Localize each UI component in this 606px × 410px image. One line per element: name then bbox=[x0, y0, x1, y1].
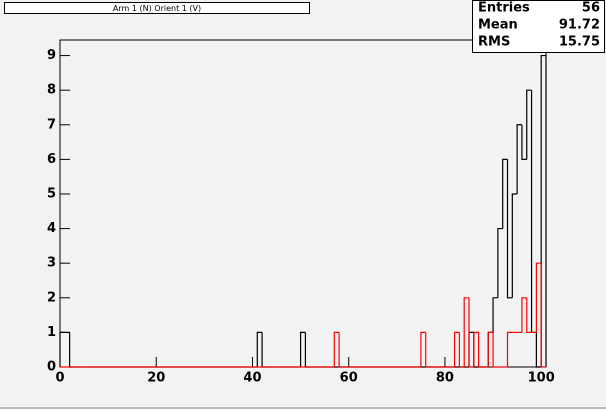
x-tick-label: 60 bbox=[340, 371, 358, 386]
histogram-bin bbox=[299, 331, 306, 367]
histogram-bin bbox=[425, 332, 431, 368]
y-tick-label: 5 bbox=[47, 186, 56, 201]
stat-value: 15.75 bbox=[559, 35, 600, 50]
x-tick-label: 20 bbox=[147, 371, 165, 386]
histogram-bin bbox=[511, 193, 518, 298]
histogram-bin bbox=[502, 158, 508, 229]
x-tick-label: 100 bbox=[528, 371, 555, 386]
stat-value: 91.72 bbox=[559, 18, 600, 33]
y-tick-label: 4 bbox=[47, 221, 56, 236]
histogram-bin bbox=[526, 89, 532, 160]
histogram-bin bbox=[526, 297, 532, 333]
y-tick-label: 1 bbox=[47, 325, 56, 340]
histogram-bin bbox=[540, 54, 547, 367]
histogram-bin bbox=[506, 331, 513, 367]
y-tick-label: 3 bbox=[47, 256, 56, 271]
y-tick-label: 6 bbox=[47, 152, 56, 167]
y-tick-label: 7 bbox=[47, 117, 56, 132]
histogram-bin bbox=[492, 297, 498, 333]
histogram-bin bbox=[487, 331, 494, 367]
histogram-bin bbox=[458, 332, 465, 368]
y-tick-label: 9 bbox=[47, 48, 56, 63]
histogram-bin bbox=[535, 332, 542, 368]
histogram-bin bbox=[478, 332, 484, 368]
frame bbox=[59, 39, 547, 368]
stat-label: Mean bbox=[478, 18, 518, 33]
histogram-bin bbox=[535, 262, 542, 333]
histogram-bin bbox=[59, 331, 65, 367]
histogram-bin bbox=[420, 331, 426, 367]
y-tick-label: 2 bbox=[47, 290, 56, 305]
stat-label: RMS bbox=[478, 35, 510, 50]
x-tick-label: 0 bbox=[55, 371, 64, 386]
histogram-bin bbox=[521, 124, 527, 160]
histogram-bin bbox=[256, 331, 263, 367]
stat-label: Entries bbox=[478, 1, 530, 16]
histogram-bin bbox=[333, 331, 340, 367]
title-box bbox=[4, 2, 310, 14]
histogram-bin bbox=[463, 297, 470, 367]
histogram-bin bbox=[540, 263, 546, 368]
histogram-bin bbox=[453, 331, 460, 367]
histogram-bin bbox=[497, 227, 503, 298]
stat-value: 56 bbox=[582, 1, 600, 16]
histogram-bin bbox=[473, 331, 479, 367]
histogram-bin bbox=[492, 332, 498, 368]
chart-title: Arm 1 (N) Orient 1 (V) bbox=[113, 4, 201, 13]
histogram-bin bbox=[468, 297, 474, 368]
stats-frame bbox=[472, 0, 605, 53]
histogram-bin bbox=[338, 332, 344, 368]
y-tick-label: 0 bbox=[47, 360, 56, 375]
histogram-bin bbox=[516, 124, 522, 194]
y-tick-label: 8 bbox=[47, 83, 56, 98]
x-tick-label: 80 bbox=[436, 371, 454, 386]
histogram-bin bbox=[521, 297, 527, 333]
histogram-bin bbox=[506, 159, 513, 299]
x-tick-label: 40 bbox=[243, 371, 261, 386]
stats-box: Entries 56 Mean 91.72 RMS 15.75 bbox=[472, 0, 605, 53]
